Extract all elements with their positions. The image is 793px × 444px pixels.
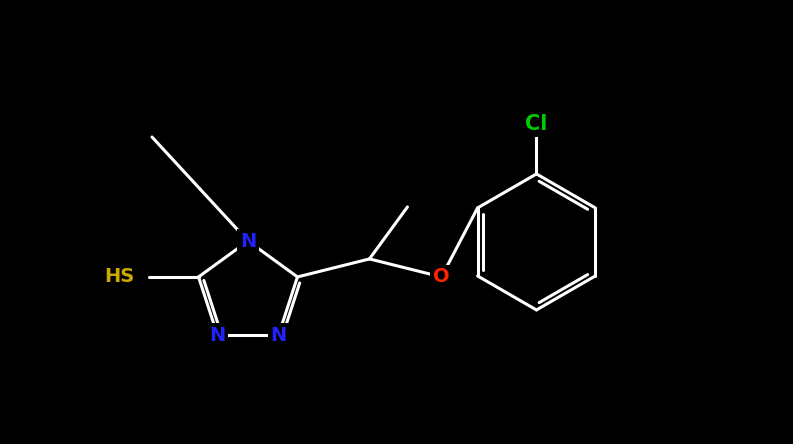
Text: N: N (270, 325, 287, 345)
Text: HS: HS (105, 267, 135, 286)
Text: N: N (239, 231, 256, 250)
Text: Cl: Cl (525, 114, 548, 134)
Text: O: O (433, 267, 450, 286)
Text: N: N (209, 325, 225, 345)
